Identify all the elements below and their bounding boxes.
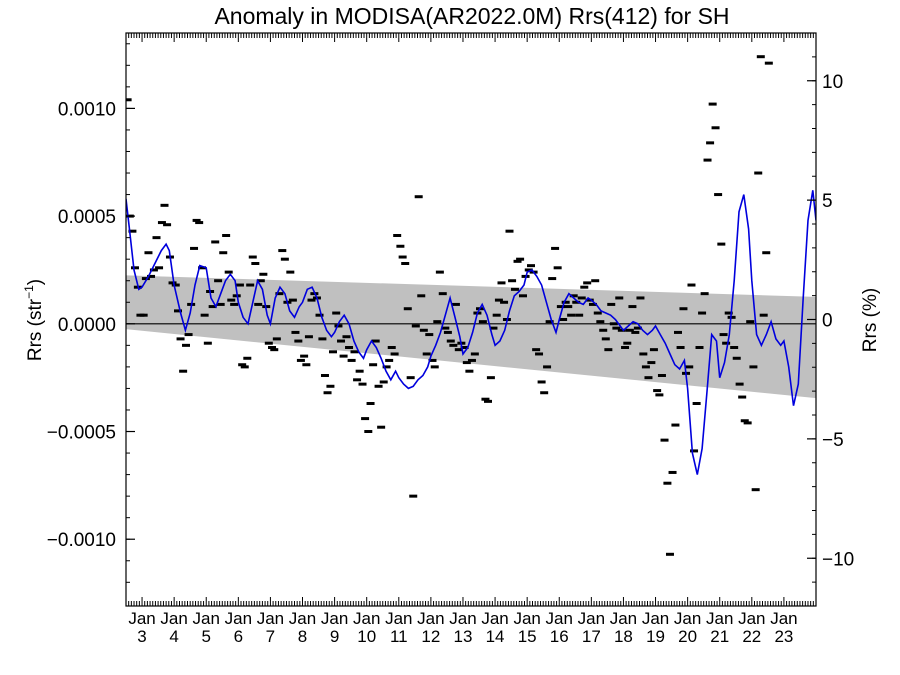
x-tick-label-month: Jan	[578, 609, 605, 628]
x-tick-label-year: 21	[710, 627, 729, 646]
y-right-tick-label: 10	[822, 72, 843, 93]
x-tick-label-year: 23	[774, 627, 793, 646]
x-tick-label-year: 7	[266, 627, 275, 646]
x-tick-label-year: 9	[330, 627, 339, 646]
x-tick-label-month: Jan	[353, 609, 380, 628]
x-tick-label-month: Jan	[513, 609, 540, 628]
x-tick-label-month: Jan	[128, 609, 155, 628]
x-tick-label-month: Jan	[385, 609, 412, 628]
axes	[125, 32, 817, 607]
plot-area	[126, 55, 816, 556]
x-tick-label-year: 18	[614, 627, 633, 646]
y-axis-title-right: Rrs (%)	[860, 288, 881, 352]
x-tick-label-month: Jan	[642, 609, 669, 628]
x-tick-label-month: Jan	[706, 609, 733, 628]
x-tick-label-year: 10	[357, 627, 376, 646]
x-tick-label-month: Jan	[417, 609, 444, 628]
plot-clip-group	[126, 55, 816, 556]
x-tick-label-month: Jan	[674, 609, 701, 628]
x-tick-label-year: 5	[201, 627, 210, 646]
tick-labels: 0.0010 0.0005 0.0000 −0.0005 −0.0010 10 5 0 −5 −1…	[47, 72, 854, 646]
x-tick-label-year: 22	[742, 627, 761, 646]
y-left-tick-label: 0.0000	[58, 315, 116, 336]
x-tick-label-month: Jan	[546, 609, 573, 628]
x-tick-label-month: Jan	[738, 609, 765, 628]
y-left-tick-label: −0.0005	[47, 423, 116, 444]
x-tick-label-month: Jan	[481, 609, 508, 628]
x-tick-label-year: 3	[137, 627, 146, 646]
x-tick-label-year: 12	[421, 627, 440, 646]
y-right-tick-label: −5	[822, 430, 844, 451]
x-tick-label-month: Jan	[770, 609, 797, 628]
x-tick-label-month: Jan	[193, 609, 220, 628]
x-tick-label-year: 14	[486, 627, 505, 646]
y-right-tick-label: −10	[822, 549, 854, 570]
x-tick-label-year: 8	[298, 627, 307, 646]
x-tick-label-month: Jan	[449, 609, 476, 628]
y-right-tick-label: 5	[822, 191, 833, 212]
x-tick-label-year: 13	[454, 627, 473, 646]
x-tick-label-year: 6	[234, 627, 243, 646]
x-tick-label-month: Jan	[610, 609, 637, 628]
x-tick-label-month: Jan	[321, 609, 348, 628]
y-right-tick-label: 0	[822, 311, 833, 332]
smoothed-series-line	[126, 190, 816, 475]
x-tick-label-month: Jan	[289, 609, 316, 628]
x-tick-label-year: 11	[390, 627, 408, 646]
x-tick-label-month: Jan	[257, 609, 284, 628]
x-tick-label-year: 20	[678, 627, 697, 646]
y-left-tick-label: −0.0010	[47, 530, 116, 551]
y-left-tick-label: 0.0010	[58, 99, 116, 120]
x-tick-label-year: 19	[646, 627, 665, 646]
x-tick-label-year: 4	[169, 627, 178, 646]
x-tick-label-year: 15	[518, 627, 537, 646]
y-left-tick-label: 0.0005	[58, 207, 116, 228]
x-tick-label-year: 17	[582, 627, 601, 646]
chart-title: Anomaly in MODISA(AR2022.0M) Rrs(412) fo…	[214, 3, 729, 29]
x-tick-label-month: Jan	[225, 609, 252, 628]
y-axis-title-left: Rrs (str−1)	[22, 279, 46, 361]
x-tick-label-year: 16	[550, 627, 569, 646]
x-tick-label-month: Jan	[160, 609, 187, 628]
